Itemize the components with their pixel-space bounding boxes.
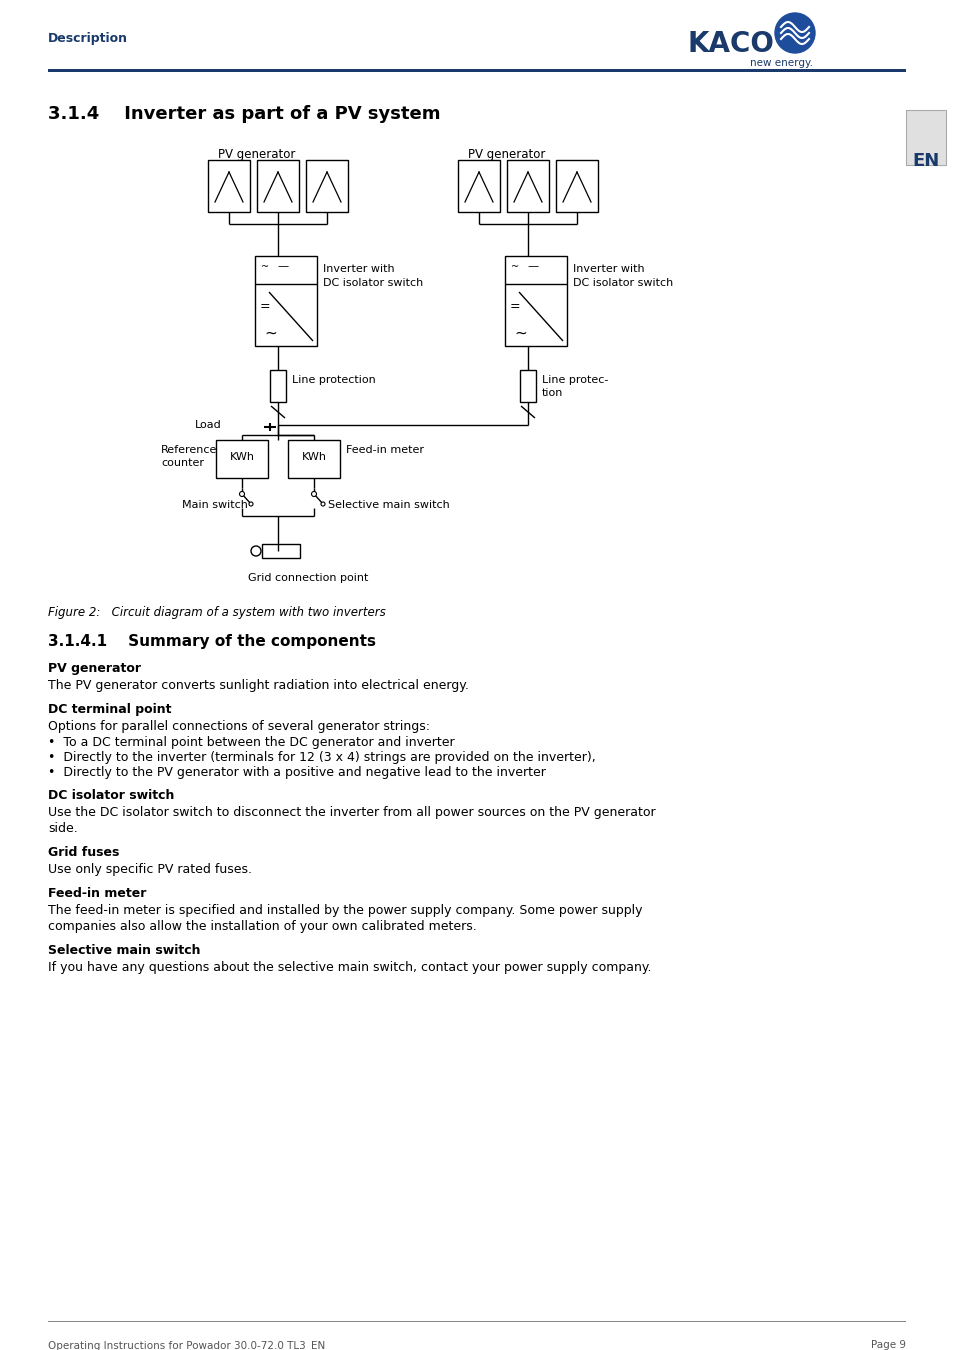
Text: Feed-in meter: Feed-in meter	[346, 446, 423, 455]
Text: counter: counter	[161, 458, 204, 468]
Text: Use the DC isolator switch to disconnect the inverter from all power sources on : Use the DC isolator switch to disconnect…	[48, 806, 655, 819]
Text: Line protection: Line protection	[292, 375, 375, 385]
Circle shape	[774, 14, 814, 53]
Text: Grid fuses: Grid fuses	[48, 846, 119, 859]
Text: Load: Load	[194, 420, 221, 431]
Bar	[256, 161, 298, 212]
Text: DC isolator switch: DC isolator switch	[48, 788, 174, 802]
Text: —: —	[526, 261, 537, 271]
Text: If you have any questions about the selective main switch, contact your power su: If you have any questions about the sele…	[48, 961, 651, 973]
Text: 3.1.4.1    Summary of the components: 3.1.4.1 Summary of the components	[48, 634, 375, 649]
Bar	[262, 544, 299, 558]
Text: Selective main switch: Selective main switch	[48, 944, 200, 957]
Bar	[208, 161, 250, 212]
Text: —: —	[276, 261, 288, 271]
Text: Page 9: Page 9	[870, 1341, 905, 1350]
Text: •  Directly to the inverter (terminals for 12 (3 x 4) strings are provided on th: • Directly to the inverter (terminals fo…	[48, 751, 595, 764]
Text: Reference: Reference	[161, 446, 217, 455]
Text: DC terminal point: DC terminal point	[48, 703, 172, 716]
Text: PV generator: PV generator	[218, 148, 295, 161]
Bar	[905, 109, 945, 165]
Text: EN: EN	[911, 153, 939, 170]
Text: Inverter with: Inverter with	[573, 265, 644, 274]
Text: Grid connection point: Grid connection point	[248, 572, 368, 583]
Bar	[270, 370, 286, 402]
Bar	[519, 370, 536, 402]
Bar	[506, 161, 548, 212]
Text: PV generator: PV generator	[48, 662, 141, 675]
Text: side.: side.	[48, 822, 77, 836]
Text: ~: ~	[511, 262, 518, 271]
Text: DC isolator switch: DC isolator switch	[573, 278, 673, 288]
Circle shape	[312, 491, 316, 497]
Text: ~: ~	[264, 325, 276, 342]
Text: =: =	[510, 300, 520, 313]
Bar	[48, 69, 905, 72]
Bar	[556, 161, 598, 212]
Text: new energy.: new energy.	[749, 58, 812, 68]
Circle shape	[251, 545, 261, 556]
Text: Selective main switch: Selective main switch	[328, 500, 449, 510]
Bar	[306, 161, 348, 212]
Text: KWh: KWh	[301, 452, 326, 462]
Text: Figure 2:   Circuit diagram of a system with two inverters: Figure 2: Circuit diagram of a system wi…	[48, 606, 385, 620]
Text: ~: ~	[261, 262, 269, 271]
Bar	[254, 256, 316, 346]
Text: ~: ~	[514, 325, 526, 342]
Text: Line protec-: Line protec-	[541, 375, 608, 385]
Text: tion: tion	[541, 387, 563, 398]
Text: =: =	[260, 300, 271, 313]
Text: Use only specific PV rated fuses.: Use only specific PV rated fuses.	[48, 863, 252, 876]
Text: Operating Instructions for Powador 30.0-72.0 TL3_EN: Operating Instructions for Powador 30.0-…	[48, 1341, 325, 1350]
Text: 3.1.4    Inverter as part of a PV system: 3.1.4 Inverter as part of a PV system	[48, 105, 440, 123]
Text: The PV generator converts sunlight radiation into electrical energy.: The PV generator converts sunlight radia…	[48, 679, 468, 693]
Circle shape	[320, 502, 325, 506]
Bar	[288, 440, 339, 478]
Text: PV generator: PV generator	[468, 148, 545, 161]
Text: Description: Description	[48, 32, 128, 45]
Text: •  To a DC terminal point between the DC generator and inverter: • To a DC terminal point between the DC …	[48, 736, 455, 749]
Circle shape	[249, 502, 253, 506]
Text: Inverter with: Inverter with	[323, 265, 395, 274]
Text: companies also allow the installation of your own calibrated meters.: companies also allow the installation of…	[48, 919, 476, 933]
Text: The feed-in meter is specified and installed by the power supply company. Some p: The feed-in meter is specified and insta…	[48, 904, 641, 917]
Text: KACO: KACO	[687, 30, 774, 58]
Bar	[504, 256, 566, 346]
Text: Feed-in meter: Feed-in meter	[48, 887, 146, 900]
Text: Main switch: Main switch	[182, 500, 248, 510]
Bar	[457, 161, 499, 212]
Bar	[215, 440, 268, 478]
Text: •  Directly to the PV generator with a positive and negative lead to the inverte: • Directly to the PV generator with a po…	[48, 765, 545, 779]
Text: Options for parallel connections of several generator strings:: Options for parallel connections of seve…	[48, 720, 430, 733]
Text: DC isolator switch: DC isolator switch	[323, 278, 423, 288]
Text: KWh: KWh	[230, 452, 254, 462]
Circle shape	[239, 491, 244, 497]
